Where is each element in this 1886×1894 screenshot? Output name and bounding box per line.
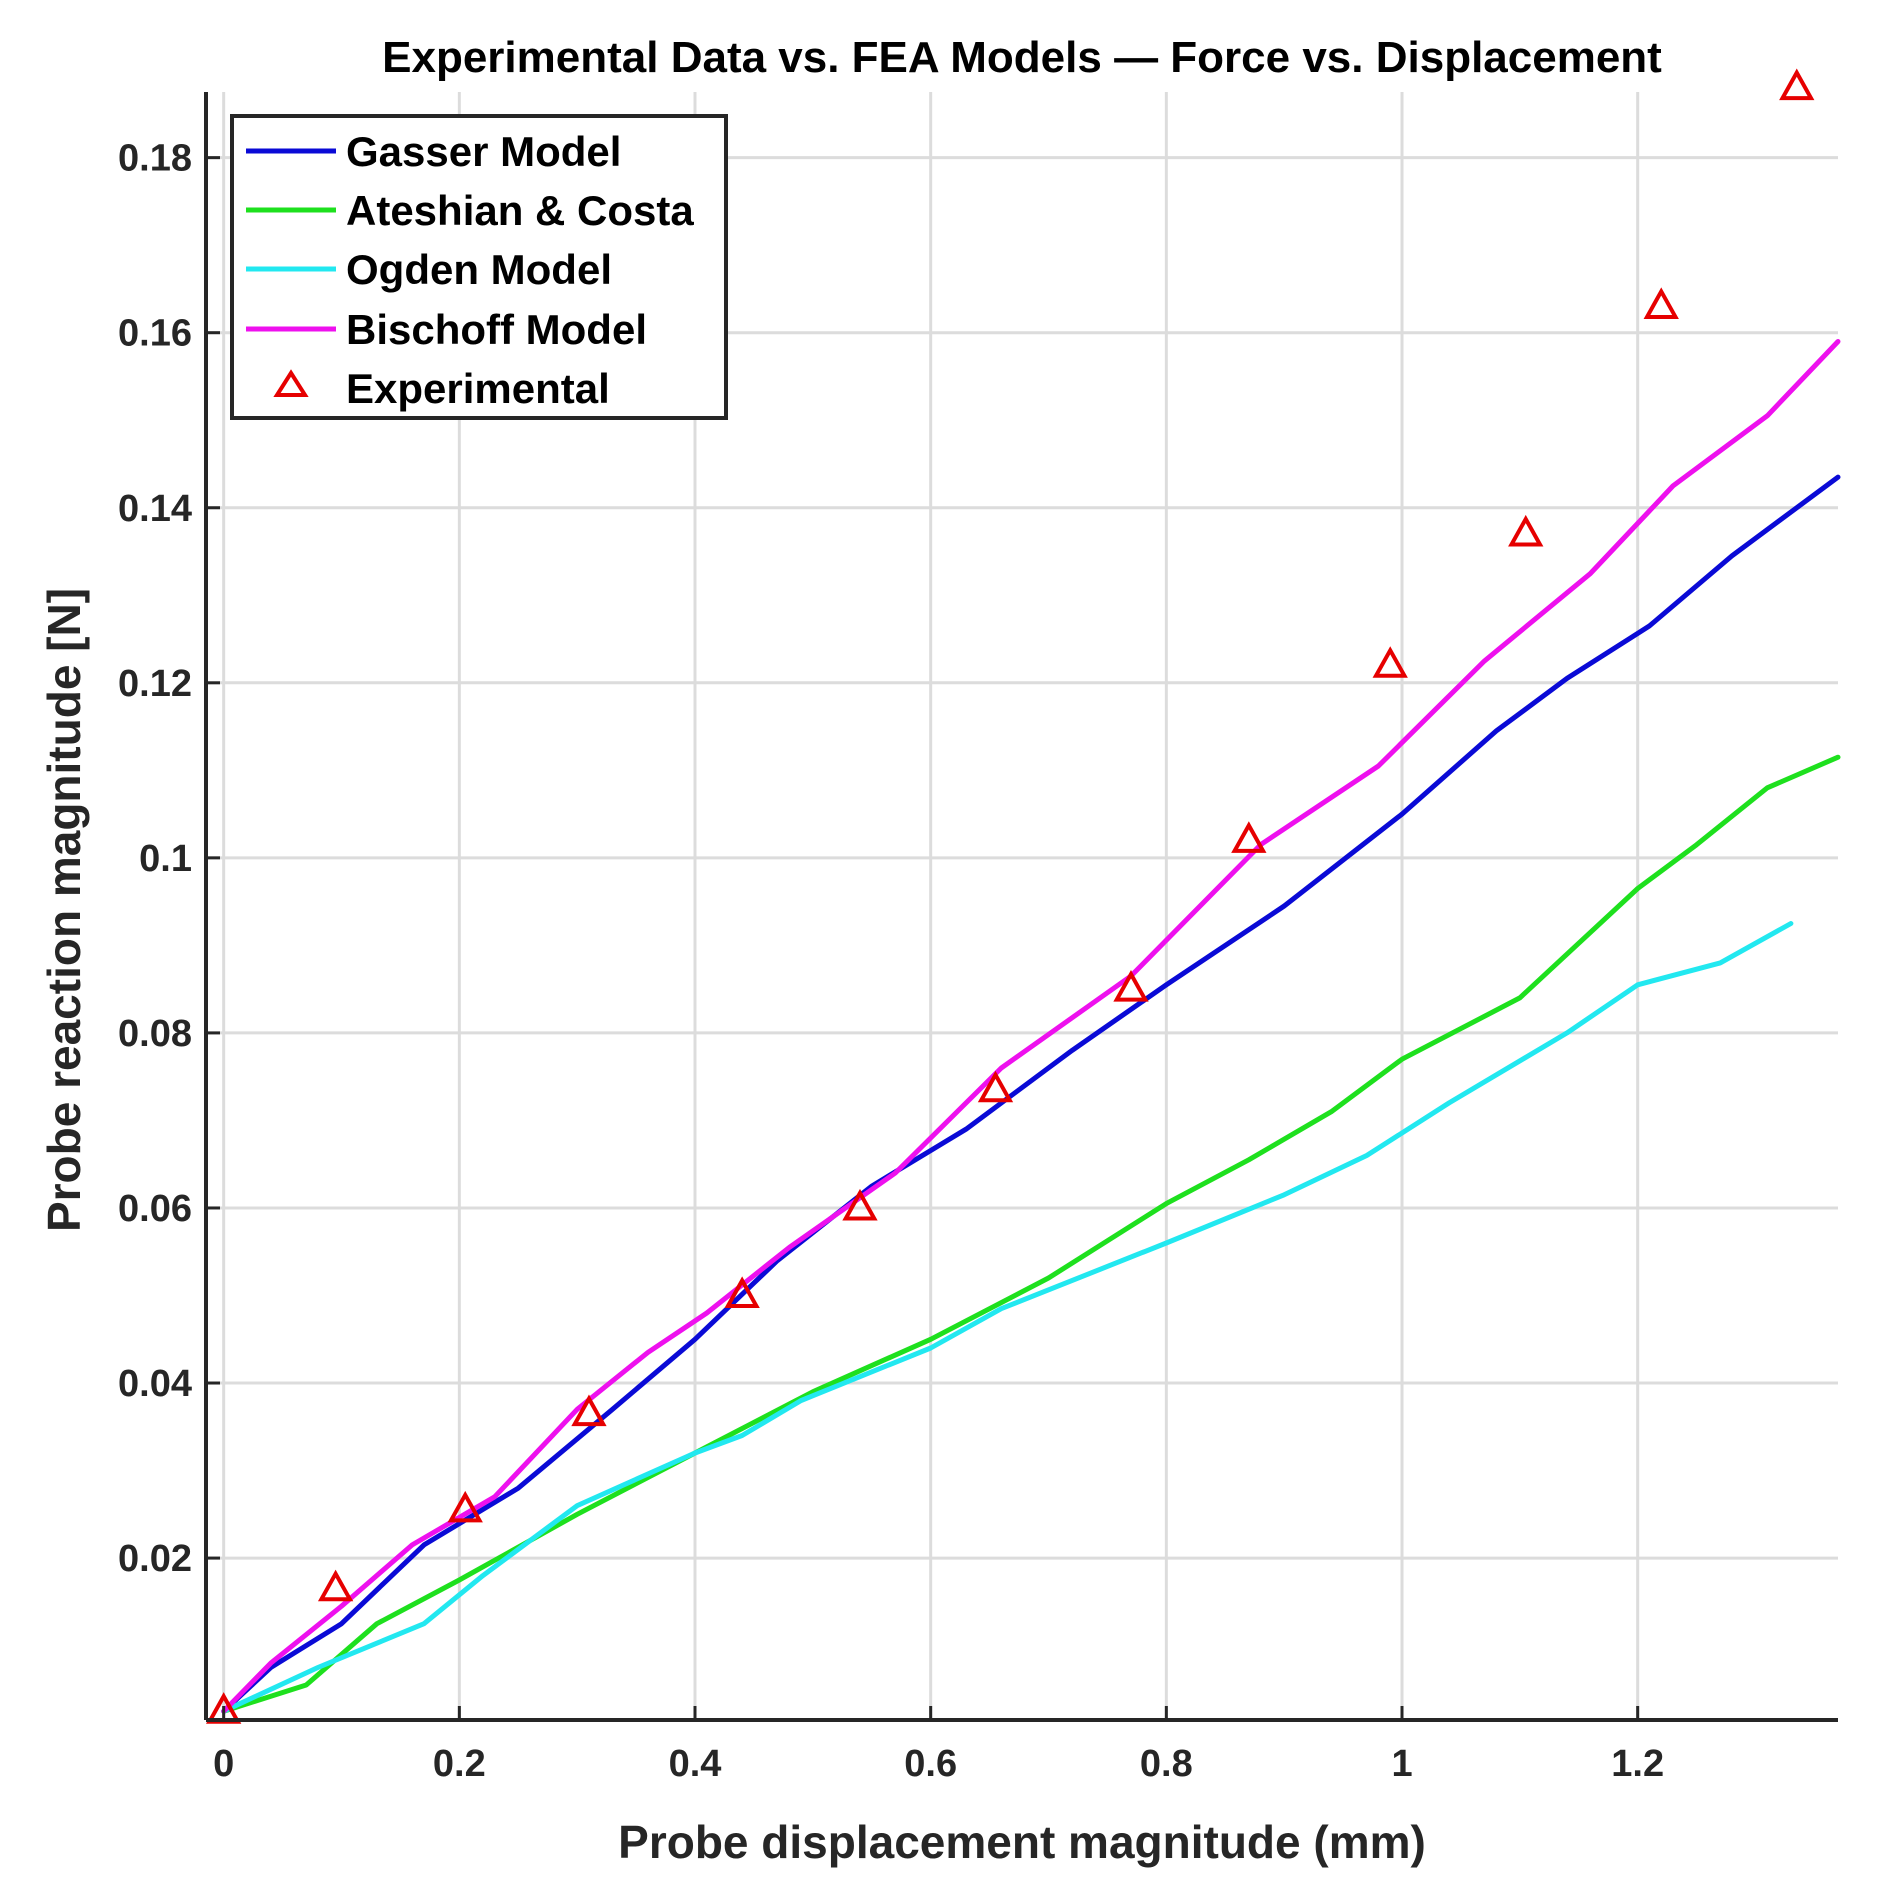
x-tick-label: 1 [1391, 1743, 1412, 1785]
x-tick-label: 1.2 [1611, 1743, 1664, 1785]
axes [204, 92, 1838, 1722]
legend-marker-experimental [273, 369, 309, 397]
y-axis-title: Probe reaction magnitude [N] [38, 588, 90, 1232]
x-tick-label: 0.6 [904, 1743, 957, 1785]
y-tick-label: 0.1 [139, 838, 192, 880]
experimental-point [571, 1394, 607, 1427]
series-layer [206, 68, 1841, 1724]
legend: Gasser Model Ateshian & Costa Ogden Mode… [230, 114, 728, 420]
experimental-point [447, 1490, 483, 1523]
y-tick-label: 0.12 [118, 663, 192, 705]
legend-label-gasser-model: Gasser Model [346, 128, 621, 175]
gridlines [206, 92, 1838, 1720]
legend-label-ogden-model: Ogden Model [346, 246, 612, 293]
x-tick-label: 0.2 [433, 1743, 486, 1785]
series-line-gasser-model [221, 474, 1841, 1714]
tick-labels: 0 0.2 0.4 0.6 0.8 1 1.2 0.02 0.04 0.06 0.08 0.1 0.12… [118, 138, 1664, 1785]
x-tick-label: 0.4 [669, 1743, 722, 1785]
y-tick-label: 0.02 [118, 1538, 192, 1580]
x-tick-label: 0.8 [1140, 1743, 1193, 1785]
chart-title: Experimental Data vs. FEA Models — Force… [382, 33, 1662, 82]
y-tick-label: 0.14 [118, 488, 192, 530]
experimental-point [724, 1276, 760, 1308]
y-tick-label: 0.04 [118, 1363, 192, 1405]
experimental-point [977, 1070, 1014, 1103]
experimental-point [1113, 970, 1149, 1002]
y-tick-label: 0.18 [118, 138, 192, 180]
experimental-point [317, 1569, 354, 1602]
experimental-point [842, 1188, 878, 1221]
series-line-ateshian-costa [221, 754, 1841, 1714]
y-tick-label: 0.16 [118, 313, 192, 355]
experimental-point [1231, 821, 1267, 853]
legend-label-bischoff-model: Bischoff Model [346, 306, 647, 353]
experimental-point [1779, 68, 1815, 101]
x-tick-label: 0 [213, 1743, 234, 1785]
experimental-point [1643, 287, 1679, 319]
x-axis-title: Probe displacement magnitude (mm) [618, 1816, 1426, 1868]
y-tick-label: 0.06 [118, 1188, 192, 1230]
series-line-ogden-model [221, 921, 1794, 1714]
experimental-point [1508, 514, 1544, 547]
legend-label-experimental: Experimental [346, 365, 610, 412]
y-tick-label: 0.08 [118, 1013, 192, 1055]
series-line-bischoff-model [221, 339, 1841, 1714]
legend-label-ateshian-costa: Ateshian & Costa [346, 187, 694, 234]
experimental-point [1372, 646, 1408, 678]
